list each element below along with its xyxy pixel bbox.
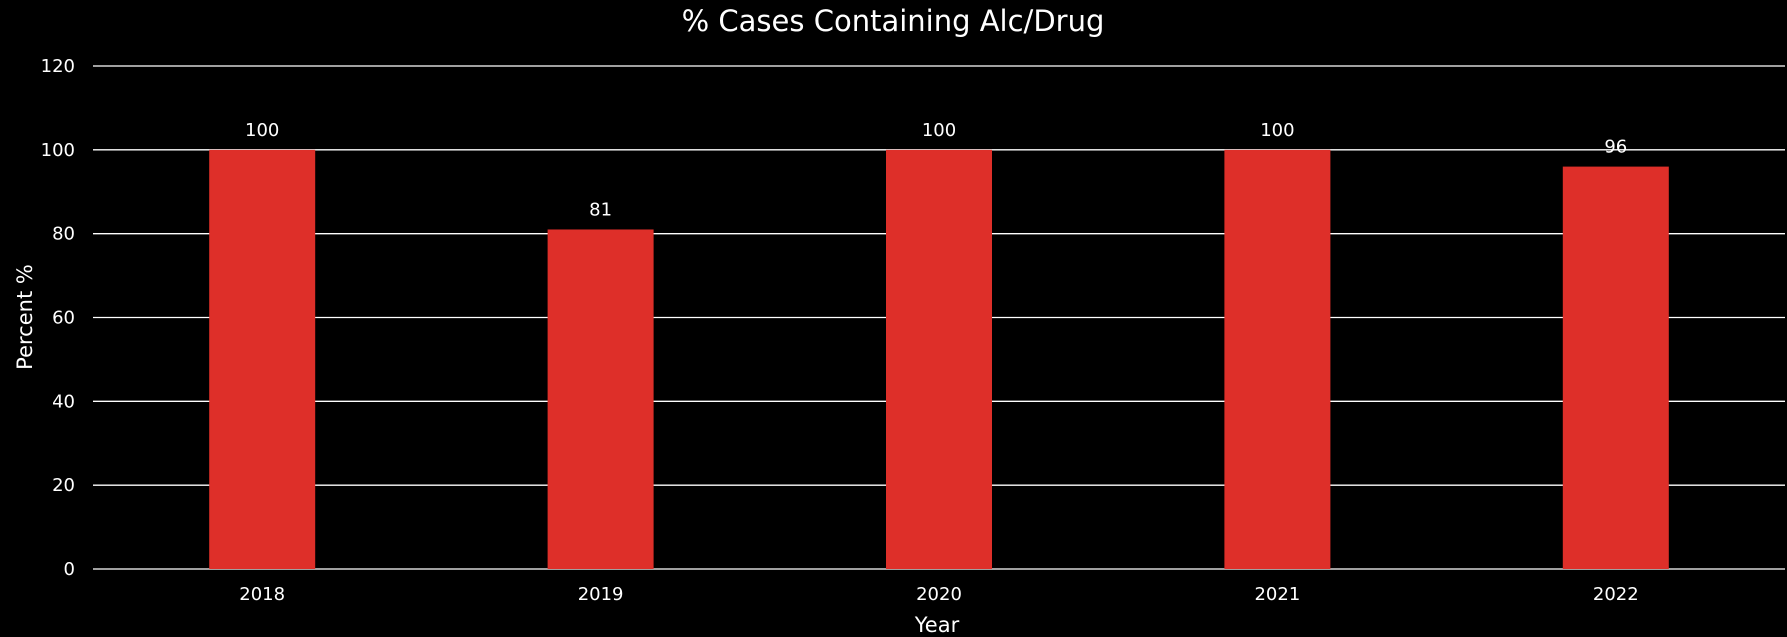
data-label-2021: 100 xyxy=(1260,120,1294,141)
bar-2019 xyxy=(547,229,654,569)
data-label-2018: 100 xyxy=(245,120,279,141)
y-axis-label: Percent % xyxy=(13,264,37,370)
y-axis-ticks: 0 20 40 60 80 100 120 xyxy=(41,56,75,580)
bars-layer xyxy=(209,149,1669,570)
bar-2021 xyxy=(1224,149,1331,570)
chart-title: % Cases Containing Alc/Drug xyxy=(682,4,1105,38)
data-label-2020: 100 xyxy=(922,120,956,141)
y-tick-label: 0 xyxy=(64,559,75,580)
y-tick-label: 40 xyxy=(52,391,75,412)
x-tick-label: 2021 xyxy=(1254,584,1300,605)
x-tick-label: 2020 xyxy=(916,584,962,605)
data-label-2019: 81 xyxy=(589,199,612,220)
labels-layer: 100 81 100 100 96 xyxy=(245,120,1627,221)
bar-2020 xyxy=(886,149,992,570)
y-tick-label: 80 xyxy=(52,224,75,245)
bar-2018 xyxy=(209,149,316,570)
x-axis-label: Year xyxy=(914,613,960,637)
x-tick-label: 2018 xyxy=(239,584,285,605)
bar-2022 xyxy=(1562,166,1669,569)
y-tick-label: 60 xyxy=(52,308,75,329)
y-tick-label: 120 xyxy=(41,56,75,77)
x-tick-label: 2019 xyxy=(578,584,624,605)
x-tick-label: 2022 xyxy=(1593,584,1639,605)
y-tick-label: 100 xyxy=(41,140,75,161)
data-label-2022: 96 xyxy=(1604,137,1627,158)
x-axis-ticks: 2018 2019 2020 2021 2022 xyxy=(239,584,1638,605)
y-tick-label: 20 xyxy=(52,475,75,496)
